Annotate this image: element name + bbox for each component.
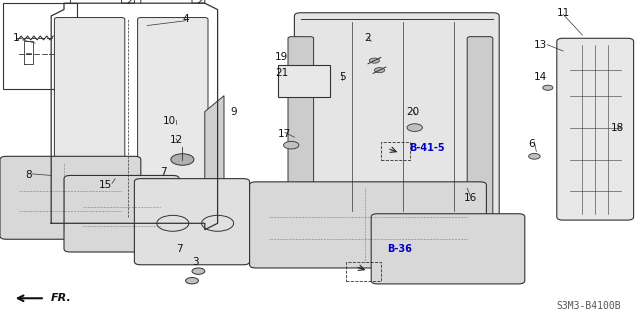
Circle shape <box>171 154 194 165</box>
Text: 5: 5 <box>339 71 346 82</box>
Circle shape <box>543 85 553 90</box>
Text: 20: 20 <box>406 107 419 117</box>
Text: 17: 17 <box>278 129 291 139</box>
Text: 9: 9 <box>230 107 237 117</box>
FancyBboxPatch shape <box>467 37 493 215</box>
FancyBboxPatch shape <box>0 156 141 239</box>
FancyBboxPatch shape <box>134 179 250 265</box>
FancyBboxPatch shape <box>371 214 525 284</box>
Circle shape <box>407 124 422 131</box>
Polygon shape <box>205 96 224 223</box>
Text: 10: 10 <box>163 116 176 126</box>
Text: 18: 18 <box>611 122 624 133</box>
Bar <box>346 262 381 281</box>
Text: 11: 11 <box>557 8 570 18</box>
Text: 19: 19 <box>275 52 288 63</box>
Text: 7: 7 <box>176 244 182 254</box>
Text: S3M3-B4100B: S3M3-B4100B <box>556 301 621 311</box>
Text: 15: 15 <box>99 180 112 190</box>
Circle shape <box>186 278 198 284</box>
Text: 1: 1 <box>13 33 19 43</box>
Text: 2: 2 <box>365 33 371 43</box>
Text: 6: 6 <box>528 138 534 149</box>
Text: 13: 13 <box>534 40 547 50</box>
Text: B-36: B-36 <box>387 244 412 254</box>
Circle shape <box>529 153 540 159</box>
Circle shape <box>192 268 205 274</box>
Text: 8: 8 <box>26 170 32 181</box>
Text: 4: 4 <box>182 14 189 24</box>
Text: 3: 3 <box>192 256 198 267</box>
Bar <box>381 142 410 160</box>
FancyBboxPatch shape <box>557 38 634 220</box>
Bar <box>3 3 77 89</box>
Text: 16: 16 <box>464 193 477 203</box>
Circle shape <box>284 141 299 149</box>
Circle shape <box>369 58 380 63</box>
Text: 7: 7 <box>160 167 166 177</box>
FancyBboxPatch shape <box>250 182 486 268</box>
Text: 12: 12 <box>170 135 182 145</box>
FancyBboxPatch shape <box>64 175 179 252</box>
FancyBboxPatch shape <box>288 37 314 215</box>
FancyBboxPatch shape <box>294 13 499 217</box>
Text: B-41-5: B-41-5 <box>410 143 445 153</box>
Text: FR.: FR. <box>51 293 72 303</box>
FancyBboxPatch shape <box>54 18 125 219</box>
Text: 14: 14 <box>534 71 547 82</box>
FancyBboxPatch shape <box>278 65 330 97</box>
Circle shape <box>374 68 385 73</box>
Text: 21: 21 <box>275 68 288 78</box>
FancyBboxPatch shape <box>138 18 208 219</box>
